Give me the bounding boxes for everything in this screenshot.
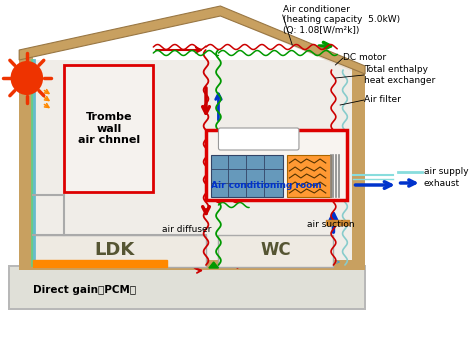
Text: Total enthalpy
heat exchanger: Total enthalpy heat exchanger <box>364 65 435 85</box>
Bar <box>33 260 167 267</box>
Bar <box>33 60 352 267</box>
Text: Trombe
wall
air chnnel: Trombe wall air chnnel <box>78 112 140 145</box>
Bar <box>326 220 349 225</box>
Text: exhaust: exhaust <box>423 179 460 187</box>
Circle shape <box>10 61 43 95</box>
Text: air suction: air suction <box>307 220 355 229</box>
Bar <box>287 155 330 197</box>
Polygon shape <box>33 11 352 71</box>
Bar <box>19 50 33 267</box>
Text: Air conditioner
(heating capacity  5.0kW)
(Q: 1.08[W/m²k]): Air conditioner (heating capacity 5.0kW)… <box>283 5 400 35</box>
Bar <box>219 235 333 267</box>
Bar <box>8 265 366 310</box>
Bar <box>64 65 153 192</box>
Polygon shape <box>19 6 365 74</box>
Text: Air filter: Air filter <box>364 95 401 104</box>
Text: Direct gain（PCM）: Direct gain（PCM） <box>33 285 136 295</box>
Text: air diffuser: air diffuser <box>162 225 211 234</box>
Bar <box>9 267 364 308</box>
Bar <box>33 235 206 267</box>
Text: Air conditioning room: Air conditioning room <box>211 181 321 190</box>
Text: air supply: air supply <box>423 167 468 177</box>
Bar <box>211 155 283 197</box>
Text: DC motor: DC motor <box>343 54 386 62</box>
Bar <box>206 130 347 200</box>
Bar <box>19 260 365 270</box>
Polygon shape <box>209 262 219 268</box>
Bar <box>352 68 365 267</box>
FancyBboxPatch shape <box>219 128 299 150</box>
Text: WC: WC <box>261 241 291 259</box>
Text: LDK: LDK <box>95 241 135 259</box>
